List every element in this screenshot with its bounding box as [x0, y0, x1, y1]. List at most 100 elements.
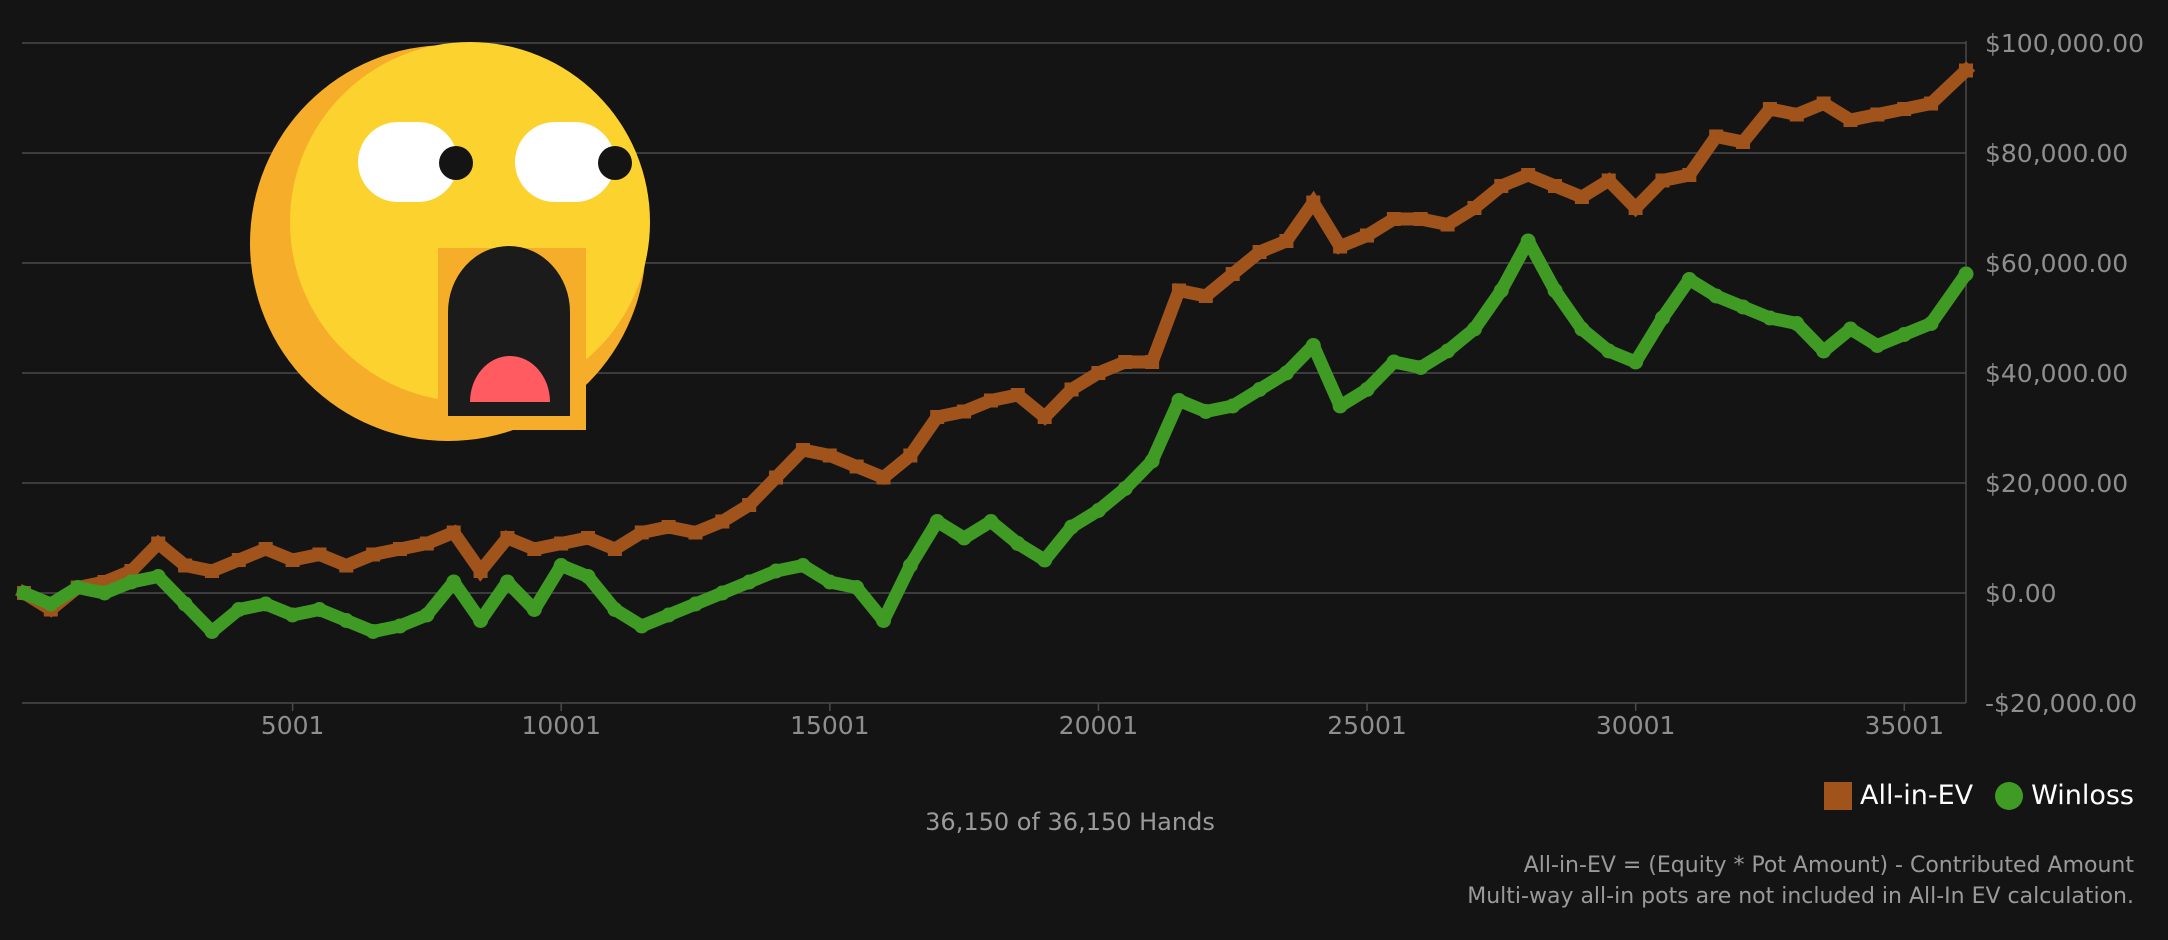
data-point-all-in-ev[interactable]: [1816, 96, 1831, 111]
data-point-winloss[interactable]: [204, 624, 220, 639]
data-point-winloss[interactable]: [1064, 519, 1080, 535]
data-point-winloss[interactable]: [177, 596, 193, 612]
data-point-winloss[interactable]: [258, 596, 274, 612]
data-point-winloss[interactable]: [1869, 338, 1885, 353]
data-point-winloss[interactable]: [607, 602, 623, 617]
data-point-winloss[interactable]: [902, 558, 918, 573]
data-point-winloss[interactable]: [392, 618, 408, 634]
data-point-all-in-ev[interactable]: [151, 536, 166, 551]
data-point-winloss[interactable]: [1117, 481, 1133, 496]
data-point-winloss[interactable]: [661, 607, 677, 623]
data-point-winloss[interactable]: [1386, 354, 1402, 370]
data-point-winloss[interactable]: [285, 607, 301, 623]
data-point-winloss[interactable]: [553, 558, 569, 573]
data-point-all-in-ev[interactable]: [1709, 129, 1724, 144]
data-point-winloss[interactable]: [1198, 404, 1214, 419]
data-point-winloss[interactable]: [1225, 398, 1241, 414]
data-point-winloss[interactable]: [473, 613, 489, 628]
data-point-all-in-ev[interactable]: [634, 525, 649, 540]
data-point-all-in-ev[interactable]: [1655, 173, 1670, 188]
data-point-all-in-ev[interactable]: [527, 542, 542, 556]
data-point-winloss[interactable]: [929, 514, 945, 529]
data-point-all-in-ev[interactable]: [1010, 388, 1025, 402]
data-point-all-in-ev[interactable]: [983, 393, 998, 408]
data-point-winloss[interactable]: [1252, 382, 1268, 397]
data-point-all-in-ev[interactable]: [903, 448, 918, 463]
data-point-winloss[interactable]: [1090, 503, 1106, 518]
data-point-all-in-ev[interactable]: [742, 498, 757, 512]
data-point-all-in-ev[interactable]: [1171, 283, 1186, 298]
data-point-winloss[interactable]: [634, 618, 650, 634]
data-point-all-in-ev[interactable]: [1494, 179, 1509, 193]
data-point-winloss[interactable]: [1958, 266, 1974, 282]
data-point-winloss[interactable]: [1842, 321, 1858, 337]
data-point-winloss[interactable]: [956, 530, 972, 546]
data-point-winloss[interactable]: [580, 569, 596, 584]
data-point-all-in-ev[interactable]: [1091, 366, 1106, 380]
data-point-all-in-ev[interactable]: [1628, 201, 1643, 215]
data-point-all-in-ev[interactable]: [1574, 190, 1589, 204]
data-point-winloss[interactable]: [1708, 288, 1724, 304]
data-point-winloss[interactable]: [419, 607, 435, 623]
data-point-winloss[interactable]: [123, 574, 139, 590]
data-point-all-in-ev[interactable]: [822, 448, 837, 463]
data-point-all-in-ev[interactable]: [581, 531, 596, 545]
data-point-winloss[interactable]: [741, 574, 757, 590]
data-point-winloss[interactable]: [1628, 354, 1644, 370]
data-point-winloss[interactable]: [1010, 536, 1026, 551]
data-point-all-in-ev[interactable]: [178, 558, 193, 573]
data-point-all-in-ev[interactable]: [1386, 212, 1401, 226]
data-point-winloss[interactable]: [1171, 393, 1187, 408]
data-point-winloss[interactable]: [338, 613, 354, 628]
data-point-winloss[interactable]: [1278, 365, 1294, 381]
data-point-all-in-ev[interactable]: [1225, 267, 1240, 281]
data-point-all-in-ev[interactable]: [554, 536, 569, 551]
data-point-all-in-ev[interactable]: [419, 536, 434, 551]
data-point-winloss[interactable]: [983, 514, 999, 529]
data-point-all-in-ev[interactable]: [661, 520, 676, 534]
data-point-all-in-ev[interactable]: [393, 542, 408, 556]
data-point-all-in-ev[interactable]: [124, 564, 139, 578]
data-point-winloss[interactable]: [1601, 343, 1617, 359]
data-point-all-in-ev[interactable]: [1924, 96, 1939, 111]
data-point-all-in-ev[interactable]: [930, 410, 945, 424]
data-point-winloss[interactable]: [1413, 360, 1429, 375]
data-point-winloss[interactable]: [43, 596, 59, 612]
data-point-all-in-ev[interactable]: [1736, 135, 1751, 149]
data-point-winloss[interactable]: [446, 574, 462, 590]
data-point-winloss[interactable]: [1440, 343, 1456, 359]
data-point-all-in-ev[interactable]: [258, 542, 273, 556]
data-point-all-in-ev[interactable]: [1843, 113, 1858, 127]
data-point-all-in-ev[interactable]: [285, 553, 300, 567]
data-point-all-in-ev[interactable]: [1145, 355, 1160, 369]
data-point-winloss[interactable]: [365, 624, 381, 639]
data-point-all-in-ev[interactable]: [957, 404, 972, 419]
data-point-all-in-ev[interactable]: [1306, 195, 1321, 210]
data-point-all-in-ev[interactable]: [1467, 201, 1482, 215]
data-point-all-in-ev[interactable]: [1521, 168, 1536, 182]
data-point-winloss[interactable]: [1923, 316, 1939, 331]
data-point-all-in-ev[interactable]: [1064, 382, 1079, 397]
data-point-all-in-ev[interactable]: [849, 459, 864, 474]
data-point-winloss[interactable]: [1037, 552, 1053, 568]
data-point-winloss[interactable]: [687, 596, 703, 612]
data-point-all-in-ev[interactable]: [1789, 107, 1804, 122]
data-point-winloss[interactable]: [1896, 327, 1912, 342]
data-point-winloss[interactable]: [1816, 343, 1832, 359]
data-point-winloss[interactable]: [1654, 310, 1670, 326]
data-point-all-in-ev[interactable]: [339, 558, 354, 573]
data-point-all-in-ev[interactable]: [1548, 179, 1563, 193]
data-point-winloss[interactable]: [1332, 398, 1348, 414]
data-point-winloss[interactable]: [1359, 382, 1375, 397]
data-point-all-in-ev[interactable]: [1897, 102, 1912, 116]
data-point-winloss[interactable]: [849, 580, 865, 595]
data-point-all-in-ev[interactable]: [1440, 217, 1455, 232]
data-point-winloss[interactable]: [70, 580, 86, 595]
data-point-all-in-ev[interactable]: [1682, 168, 1697, 182]
data-point-winloss[interactable]: [231, 602, 247, 617]
data-point-all-in-ev[interactable]: [715, 514, 730, 529]
data-point-all-in-ev[interactable]: [500, 531, 515, 545]
data-point-all-in-ev[interactable]: [1198, 289, 1213, 303]
data-point-all-in-ev[interactable]: [1601, 173, 1616, 188]
data-point-winloss[interactable]: [1305, 338, 1321, 353]
